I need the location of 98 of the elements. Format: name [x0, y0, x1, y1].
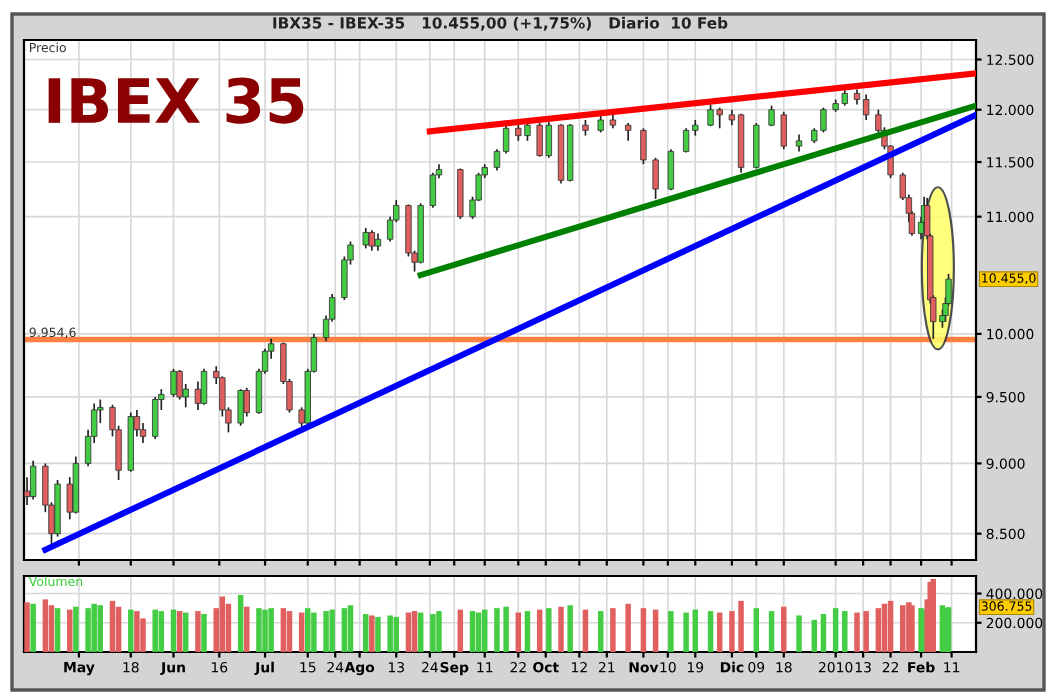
bar: [567, 605, 573, 652]
candlestick: [29, 459, 37, 501]
bar: [524, 611, 531, 652]
bar: [640, 608, 647, 652]
bar: [109, 600, 116, 652]
chart-title: IBEX 35: [48, 77, 304, 124]
bar: [781, 606, 787, 652]
bar: [707, 611, 714, 652]
candlestick: [368, 229, 376, 252]
candlestick: [753, 122, 760, 170]
bar: [182, 612, 189, 652]
candlestick: [176, 369, 183, 401]
bar: [692, 609, 699, 652]
bar: [469, 611, 476, 652]
bar: [375, 616, 381, 652]
candlestick: [862, 93, 870, 121]
bar: [875, 608, 882, 652]
candlestick: [780, 110, 787, 151]
bar: [225, 603, 232, 652]
bar: [753, 608, 760, 652]
bar: [286, 611, 293, 652]
bar: [219, 596, 226, 652]
bar: [48, 605, 55, 652]
bar: [262, 609, 268, 652]
bar: [417, 612, 424, 652]
bar: [42, 599, 49, 652]
bar: [515, 612, 522, 652]
bar: [311, 612, 317, 652]
bar: [536, 609, 543, 652]
bar: [201, 614, 207, 652]
bar: [73, 606, 79, 652]
bar: [610, 608, 616, 652]
candlestick: [243, 387, 250, 418]
bar: [716, 612, 723, 652]
bar: [411, 611, 418, 652]
bar: [128, 609, 134, 652]
bar: [195, 611, 201, 652]
bar: [887, 600, 894, 652]
bar: [347, 605, 354, 652]
bar: [625, 603, 631, 652]
bar: [256, 608, 262, 652]
bar: [268, 608, 274, 652]
bar: [115, 606, 122, 652]
bar: [436, 611, 442, 652]
bar: [768, 611, 775, 652]
candlestick: [200, 367, 208, 406]
bar: [430, 614, 436, 652]
bar: [393, 616, 399, 652]
bar: [363, 614, 369, 652]
bar: [170, 609, 177, 652]
bar: [91, 603, 97, 652]
bar: [134, 611, 140, 652]
bar: [796, 615, 802, 652]
bar: [323, 611, 329, 652]
candlestick: [652, 156, 659, 200]
bar: [305, 608, 311, 652]
bar: [881, 603, 888, 652]
bar: [668, 611, 674, 652]
bar: [482, 609, 488, 652]
bar: [152, 609, 158, 652]
bar: [842, 611, 848, 652]
bar: [683, 612, 689, 652]
bar: [546, 608, 552, 652]
candlestick: [457, 167, 464, 220]
bar: [387, 615, 393, 652]
bar: [97, 605, 104, 652]
bar: [30, 603, 36, 652]
bar: [582, 609, 589, 652]
bar: [54, 608, 61, 652]
bar: [597, 611, 604, 652]
bar: [457, 609, 464, 652]
candlestick: [640, 127, 647, 166]
bar: [475, 612, 482, 652]
candlestick: [429, 171, 437, 209]
candlestick: [170, 367, 177, 398]
bar: [652, 609, 659, 652]
bar: [329, 609, 335, 652]
candlestick: [667, 148, 675, 191]
bar: [405, 612, 412, 652]
bar: [832, 608, 839, 652]
candlestick: [362, 227, 369, 250]
bar: [244, 606, 250, 652]
bar: [24, 602, 30, 652]
bar: [558, 606, 564, 652]
bar: [341, 608, 348, 652]
candlestick: [237, 388, 244, 427]
bar: [158, 611, 165, 652]
bar: [140, 618, 146, 652]
bar: [369, 615, 375, 652]
bar: [237, 595, 244, 652]
bar: [820, 614, 827, 652]
bar: [811, 619, 818, 652]
bar: [298, 612, 305, 652]
candlestick: [152, 396, 159, 440]
bar: [85, 608, 91, 652]
bar: [67, 609, 73, 652]
bar: [176, 611, 183, 652]
bar: [280, 608, 287, 652]
